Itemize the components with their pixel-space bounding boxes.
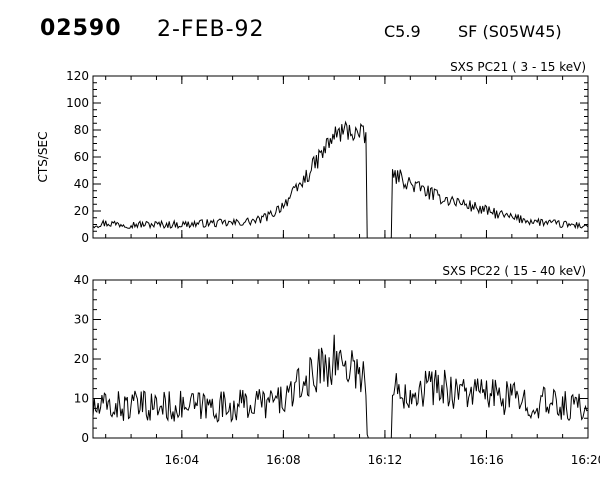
- y-tick-label: 0: [81, 231, 89, 245]
- goes-class: C5.9: [384, 22, 421, 41]
- flare-location: SF (S05W45): [458, 22, 562, 41]
- panel-title: SXS PC22 ( 15 - 40 keV): [442, 264, 586, 278]
- y-tick-label: 100: [66, 96, 89, 110]
- x-tick-label: 16:20: [571, 453, 600, 467]
- chart-panel-2: SXS PC22 ( 15 - 40 keV) 0 10 20 30 40 16:04 16:…: [74, 264, 600, 467]
- x-tick-label: 16:16: [469, 453, 504, 467]
- y-axis-label: CTS/SEC: [36, 132, 50, 183]
- x-tick-label: 16:04: [165, 453, 200, 467]
- series-line: [92, 334, 589, 439]
- x-tick-label: 16:08: [266, 453, 301, 467]
- y-tick-label: 10: [74, 392, 89, 406]
- event-date: 2-FEB-92: [157, 17, 265, 42]
- y-tick-label: 80: [74, 123, 89, 137]
- y-tick-label: 120: [66, 69, 89, 83]
- plot-frame: [92, 75, 589, 239]
- y-tick-label: 0: [81, 431, 89, 445]
- chart-panel-1: SXS PC21 ( 3 - 15 keV) 0 20 40 60 80 100 120 CTS…: [36, 60, 589, 245]
- event-id: 02590: [40, 16, 122, 41]
- plot-frame: [92, 279, 589, 439]
- y-tick-label: 60: [74, 150, 89, 164]
- x-tick-label: 16:12: [368, 453, 403, 467]
- panel-title: SXS PC21 ( 3 - 15 keV): [450, 60, 586, 74]
- series-line: [92, 120, 589, 239]
- y-tick-label: 20: [74, 352, 89, 366]
- y-tick-label: 30: [74, 313, 89, 327]
- y-tick-label: 40: [74, 273, 89, 287]
- y-tick-label: 20: [74, 204, 89, 218]
- y-tick-label: 40: [74, 177, 89, 191]
